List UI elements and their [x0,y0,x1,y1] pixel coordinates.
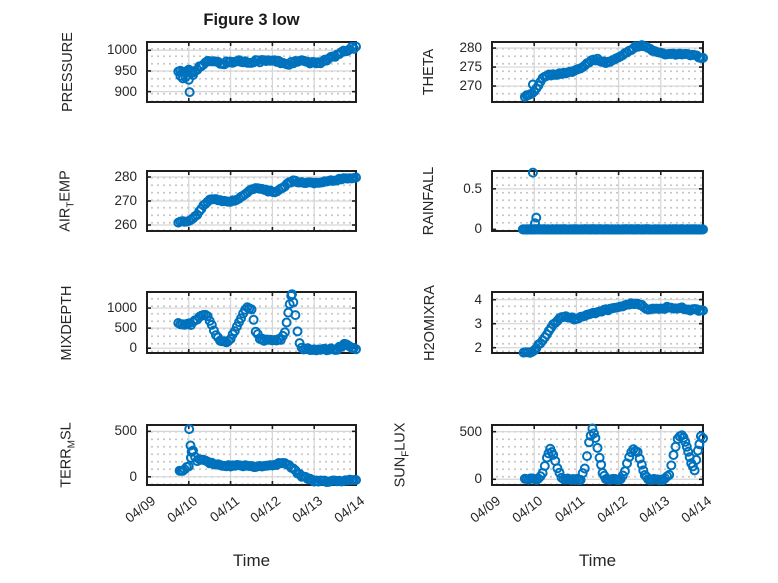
tick-marks [491,171,704,231]
x-axis-label-left: Time [232,551,271,570]
y-axis-label-terr_msl: TERRMSL [58,422,78,488]
scatter-markers [174,424,361,488]
y-tick-label: 500 [114,320,137,336]
major-grid [492,42,703,102]
y-tick-label: 270 [114,193,137,208]
y-axis-label-h2omixra: H2OMIXRA [422,284,438,361]
subplot-theta [491,40,708,103]
y-axis-label-pressure: PRESSURE [60,32,76,112]
subplot-rainfall [491,167,708,235]
y-axis-label-mixdepth: MIXDEPTH [59,285,75,360]
scatter-markers [517,167,708,235]
y-tick-label: 950 [114,62,137,78]
subplot-sun-flux [491,423,708,486]
subplot-pressure [146,41,361,103]
y-tick-label: 270 [459,78,482,94]
axes-box [146,41,357,103]
y-tick-label: 900 [114,83,137,99]
y-tick-label: 4 [474,291,482,307]
y-axis-label-air_temp: AIRTEMP [57,170,77,232]
y-tick-label: 1000 [106,300,137,316]
axes-box [146,291,357,354]
y-tick-label: 500 [459,423,482,439]
y-tick-label: 260 [114,217,137,232]
y-tick-label: 275 [459,59,482,75]
axes-box [491,41,704,103]
major-grid [492,171,703,231]
subplot-terr-msl [146,424,361,488]
x-axis-label-right: Time [578,551,617,570]
y-tick-label: 3 [474,315,482,331]
scatter-markers [518,298,708,358]
y-axis-label-rainfall: RAINFALL [421,166,437,236]
axes-box [491,170,704,232]
y-tick-label: 280 [114,169,137,184]
tick-marks [491,292,704,353]
figure-title: Figure 3 low [203,11,300,29]
y-axis-label-sun_flux: SUNFLUX [392,422,412,488]
y-tick-label: 1000 [106,42,137,58]
axes-box [491,291,704,354]
y-tick-label: 0 [474,221,482,237]
subplot-air-temp [146,170,361,232]
scatter-markers [519,40,708,102]
subplot-h2omixra [491,291,708,358]
y-tick-label: 500 [114,423,137,439]
scatter-markers [519,423,708,486]
plot-canvas [146,289,361,356]
major-grid [492,292,703,353]
axes-box [491,424,704,486]
tick-marks [491,42,704,102]
y-tick-label: 0.5 [463,180,482,196]
scatter-markers [173,289,361,356]
scatter-markers [173,41,361,98]
y-tick-label: 280 [459,40,482,56]
plot-canvas [491,40,708,103]
y-tick-label: 0 [474,471,482,487]
plot-canvas [491,423,708,486]
tick-marks [146,42,357,102]
plot-canvas [146,170,361,232]
plot-canvas [491,291,708,358]
scatter-markers [173,172,361,228]
y-tick-label: 2 [474,339,482,355]
y-tick-label: 0 [129,340,137,356]
subplot-mixdepth [146,289,361,356]
axes-box [146,424,357,486]
y-tick-label: 0 [129,468,137,484]
plot-canvas [146,41,361,103]
plot-canvas [491,167,708,235]
y-axis-label-theta: THETA [421,48,437,96]
plot-canvas [146,424,361,488]
